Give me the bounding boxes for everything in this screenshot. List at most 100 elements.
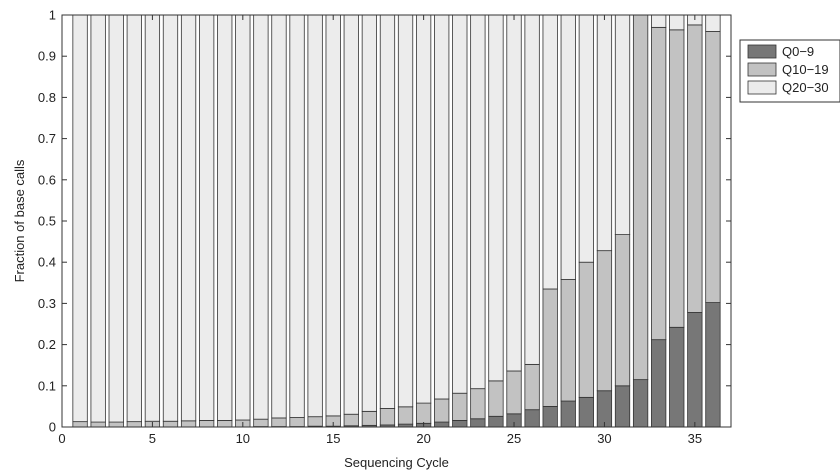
bar-2-series-2	[90, 421, 106, 428]
y-tick-label: 0.3	[38, 296, 56, 311]
y-tick-label: 0.6	[38, 172, 56, 187]
x-tick-label: 15	[326, 431, 340, 446]
ticks-layer: 0 5 10 15 20 25 30 35 0 0.1 0.2 0.3 0.4 0.5 0.6 0.7 0.8 0…	[38, 8, 731, 446]
bar-36-series-1	[705, 302, 721, 428]
x-tick-label: 5	[149, 431, 156, 446]
bar-34-series-2	[669, 29, 685, 328]
x-axis-label: Sequencing Cycle	[344, 455, 449, 470]
bar-29-series-2	[578, 261, 594, 398]
bar-24-series-2	[488, 380, 504, 417]
y-axis-label: Fraction of base calls	[12, 159, 27, 282]
y-tick-label: 0.8	[38, 90, 56, 105]
bar-9-series-2	[217, 420, 233, 428]
bar-14-series-3	[307, 14, 323, 418]
x-tick-label: 30	[597, 431, 611, 446]
bar-21-series-1	[434, 421, 450, 428]
bar-16-series-3	[343, 14, 359, 415]
bar-31-series-2	[614, 234, 631, 387]
bar-12-series-2	[271, 417, 287, 427]
bar-27-series-1	[542, 405, 558, 428]
bar-34-series-1	[669, 326, 685, 428]
y-tick-label: 0.7	[38, 131, 56, 146]
bar-32-series-1	[632, 379, 649, 428]
bar-13-series-2	[289, 417, 305, 427]
bar-7-series-2	[180, 420, 197, 428]
legend-label-3: Q20−30	[782, 80, 829, 95]
bar-2-series-3	[90, 14, 106, 423]
bar-35-series-2	[687, 24, 703, 313]
x-tick-label: 0	[58, 431, 65, 446]
legend: Q0−9 Q10−19 Q20−30	[739, 39, 840, 103]
bar-36-series-2	[705, 31, 721, 303]
legend-label-1: Q0−9	[782, 44, 814, 59]
bar-19-series-2	[397, 406, 414, 425]
bar-15-series-3	[325, 14, 341, 417]
y-tick-label: 0	[49, 420, 56, 435]
bar-26-series-3	[524, 14, 540, 365]
bar-20-series-2	[415, 402, 432, 424]
y-tick-label: 0.9	[38, 49, 56, 64]
bar-27-series-3	[542, 14, 558, 290]
bar-23-series-3	[470, 14, 486, 390]
bar-34-series-3	[669, 14, 685, 31]
bar-32-series-2	[632, 14, 649, 381]
bar-29-series-3	[578, 14, 594, 263]
bar-18-series-2	[379, 408, 396, 426]
bar-21-series-2	[434, 398, 450, 423]
bar-11-series-3	[253, 14, 269, 420]
bar-22-series-3	[452, 14, 468, 394]
bar-27-series-2	[542, 288, 558, 407]
legend-swatch-3	[747, 80, 777, 95]
bar-35-series-1	[687, 312, 703, 428]
bar-20-series-3	[415, 14, 432, 404]
x-tick-label: 35	[688, 431, 702, 446]
y-tick-label: 0.2	[38, 337, 56, 352]
bar-13-series-3	[289, 14, 305, 418]
bar-24-series-3	[488, 14, 504, 382]
bar-18-series-3	[379, 14, 396, 409]
y-tick-label: 0.5	[38, 214, 56, 229]
bar-25-series-2	[506, 370, 522, 415]
bar-7-series-3	[180, 14, 197, 422]
bar-31-series-1	[614, 385, 631, 428]
bar-28-series-1	[560, 400, 576, 428]
bar-4-series-2	[126, 421, 142, 428]
bar-14-series-2	[307, 416, 323, 427]
bar-16-series-2	[343, 413, 359, 427]
legend-label-2: Q10−19	[782, 62, 829, 77]
bar-28-series-2	[560, 279, 576, 402]
bar-10-series-3	[235, 14, 251, 421]
bar-8-series-3	[199, 14, 215, 421]
bar-33-series-2	[651, 26, 667, 341]
y-tick-label: 0.1	[38, 378, 56, 393]
bar-3-series-3	[108, 14, 124, 423]
x-tick-label: 25	[507, 431, 521, 446]
bar-17-series-3	[361, 14, 378, 412]
bar-1-series-3	[72, 14, 88, 423]
legend-swatch-1	[747, 44, 777, 59]
bar-26-series-2	[524, 363, 540, 411]
bar-28-series-3	[560, 14, 576, 280]
legend-swatch-2	[747, 62, 777, 77]
bar-1-series-2	[72, 421, 88, 428]
y-tick-label: 1	[49, 8, 56, 23]
bar-33-series-1	[651, 339, 667, 428]
bar-6-series-2	[162, 420, 179, 428]
bar-19-series-3	[397, 14, 414, 408]
bar-8-series-2	[199, 420, 215, 428]
bar-21-series-3	[434, 14, 450, 400]
bar-33-series-3	[651, 14, 667, 28]
plot-frame	[61, 14, 732, 428]
bar-30-series-3	[596, 14, 613, 252]
bar-31-series-3	[614, 14, 631, 236]
bar-3-series-2	[108, 421, 124, 428]
x-tick-label: 20	[416, 431, 430, 446]
bar-23-series-2	[470, 388, 486, 420]
bar-30-series-2	[596, 250, 613, 392]
bar-30-series-1	[596, 390, 613, 428]
bar-26-series-1	[524, 409, 540, 428]
bar-6-series-3	[162, 14, 179, 422]
bar-12-series-3	[271, 14, 287, 419]
bar-24-series-1	[488, 415, 504, 428]
